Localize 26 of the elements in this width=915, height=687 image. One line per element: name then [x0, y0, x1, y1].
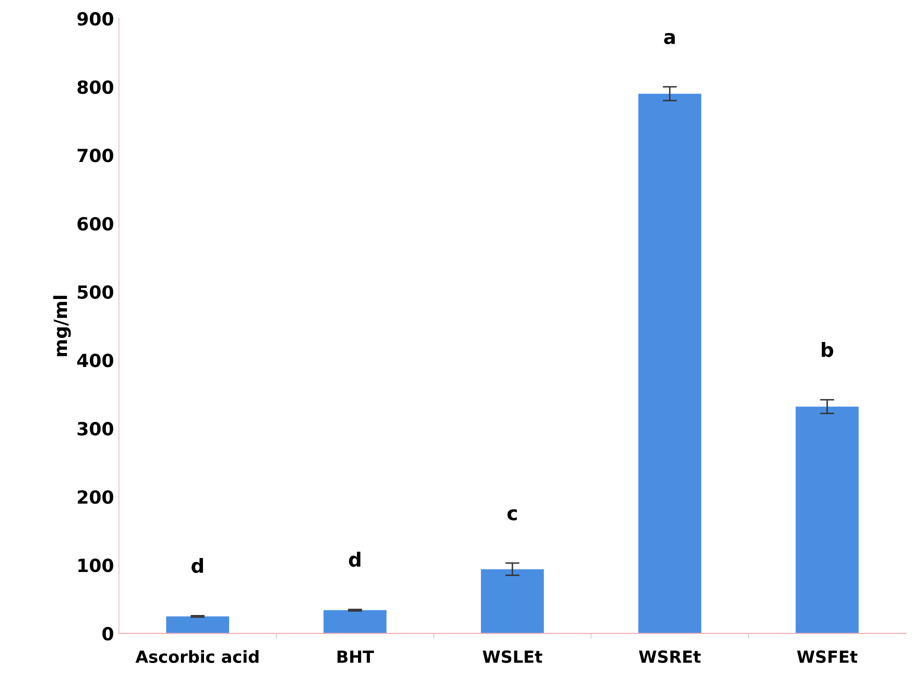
y-tick-label: 0 — [102, 626, 114, 641]
y-tick-label: 500 — [78, 285, 114, 299]
x-tick-label: BHT — [338, 650, 374, 663]
annotation: d — [348, 552, 360, 567]
annotation: b — [822, 342, 834, 358]
y-tick-label: 800 — [78, 80, 114, 94]
y-tick-label: 100 — [78, 558, 114, 572]
bar — [324, 610, 386, 634]
x-tick-label: WSREt — [638, 650, 701, 663]
annotation: a — [664, 33, 675, 44]
x-tick-label: WSFEt — [797, 650, 858, 663]
bar — [638, 94, 702, 634]
x-tick-label: Ascorbic acid — [135, 650, 258, 663]
x-tick-label: WSLEt — [482, 650, 542, 663]
bar — [796, 406, 859, 634]
bar — [480, 569, 544, 634]
y-axis-title: mg/ml — [53, 296, 71, 356]
y-tick-label: 300 — [78, 422, 114, 436]
y-tick-label: 400 — [77, 354, 114, 368]
y-tick-label: 900 — [77, 12, 114, 26]
annotation: d — [192, 558, 203, 573]
annotation: c — [507, 509, 517, 520]
y-tick-label: 700 — [78, 148, 114, 162]
y-tick-label: 600 — [78, 216, 114, 231]
y-tick-label: 200 — [78, 490, 114, 504]
bar — [166, 616, 230, 634]
